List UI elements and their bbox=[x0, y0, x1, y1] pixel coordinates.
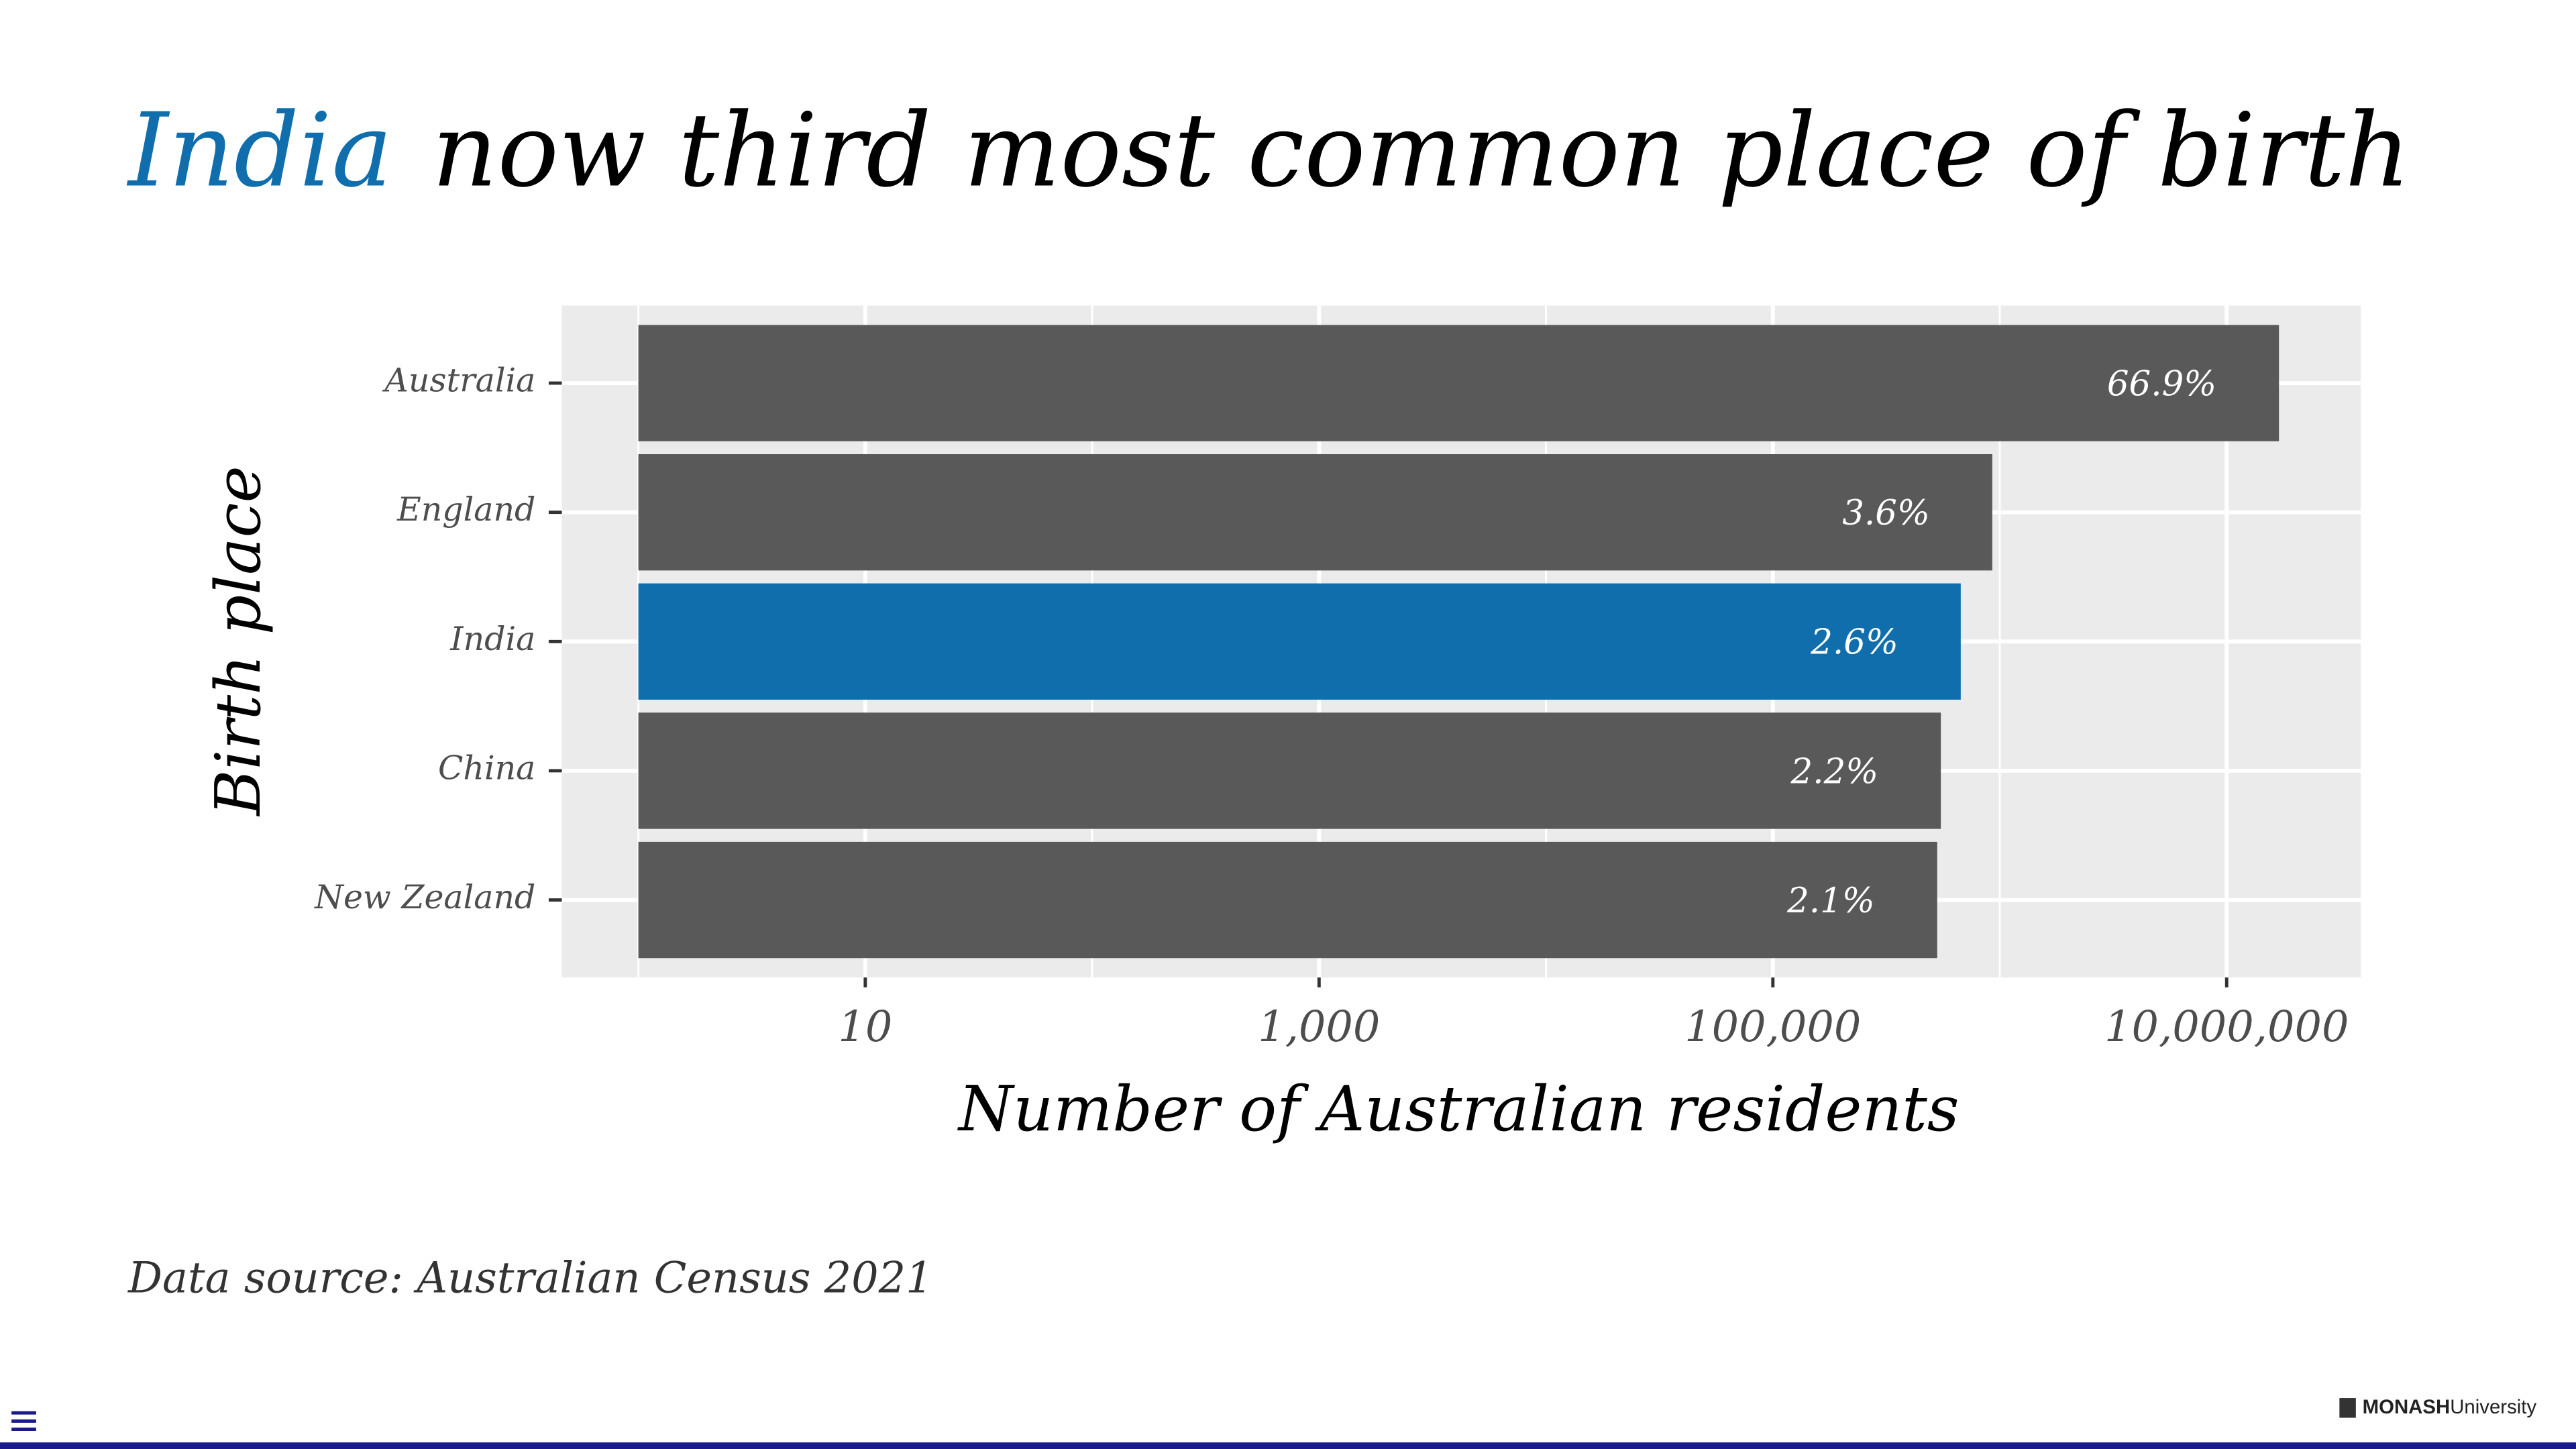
title-rest: now third most common place of birth bbox=[432, 91, 2411, 210]
y-tick-label: China bbox=[438, 749, 535, 787]
x-tick-label: 100,000 bbox=[1684, 1002, 1861, 1052]
brand-name: MONASH bbox=[2363, 1396, 2451, 1418]
bar-label: 2.6% bbox=[1810, 623, 1898, 663]
plot: 10 1,000 100,000 10,000,000 Australia England… bbox=[314, 305, 2361, 1052]
slide-title: India now third most common place of birt… bbox=[126, 91, 2410, 210]
bar-label: 3.6% bbox=[1842, 493, 1930, 533]
x-tick-label: 10,000,000 bbox=[2104, 1002, 2349, 1052]
bar bbox=[638, 583, 1961, 700]
bar-label: 66.9% bbox=[2107, 364, 2216, 404]
bar-label: 2.1% bbox=[1786, 881, 1875, 921]
menu-icon[interactable] bbox=[11, 1411, 36, 1432]
y-axis-title: Birth place bbox=[202, 466, 274, 816]
bar-label: 2.2% bbox=[1790, 751, 1879, 792]
y-tick-label: Australia bbox=[382, 362, 536, 400]
y-tick-label: New Zealand bbox=[314, 878, 535, 916]
bar bbox=[638, 454, 1992, 571]
title-highlight: India bbox=[126, 91, 392, 210]
footer-brand: MONASHUniversity bbox=[2363, 1396, 2537, 1418]
bar bbox=[638, 712, 1941, 829]
x-tick-label: 10 bbox=[838, 1002, 892, 1052]
x-axis-title: Number of Australian residents bbox=[957, 1073, 1960, 1145]
footer-bar bbox=[0, 1442, 2576, 1449]
source-note: Data source: Australian Census 2021 bbox=[127, 1254, 933, 1303]
bar bbox=[638, 841, 1937, 959]
x-tick-label: 1,000 bbox=[1258, 1002, 1380, 1052]
monash-logo bbox=[2339, 1398, 2356, 1418]
bar bbox=[638, 325, 2279, 441]
brand-suffix: University bbox=[2450, 1396, 2536, 1418]
y-tick-label: India bbox=[449, 620, 535, 658]
y-tick-label: England bbox=[396, 490, 535, 529]
